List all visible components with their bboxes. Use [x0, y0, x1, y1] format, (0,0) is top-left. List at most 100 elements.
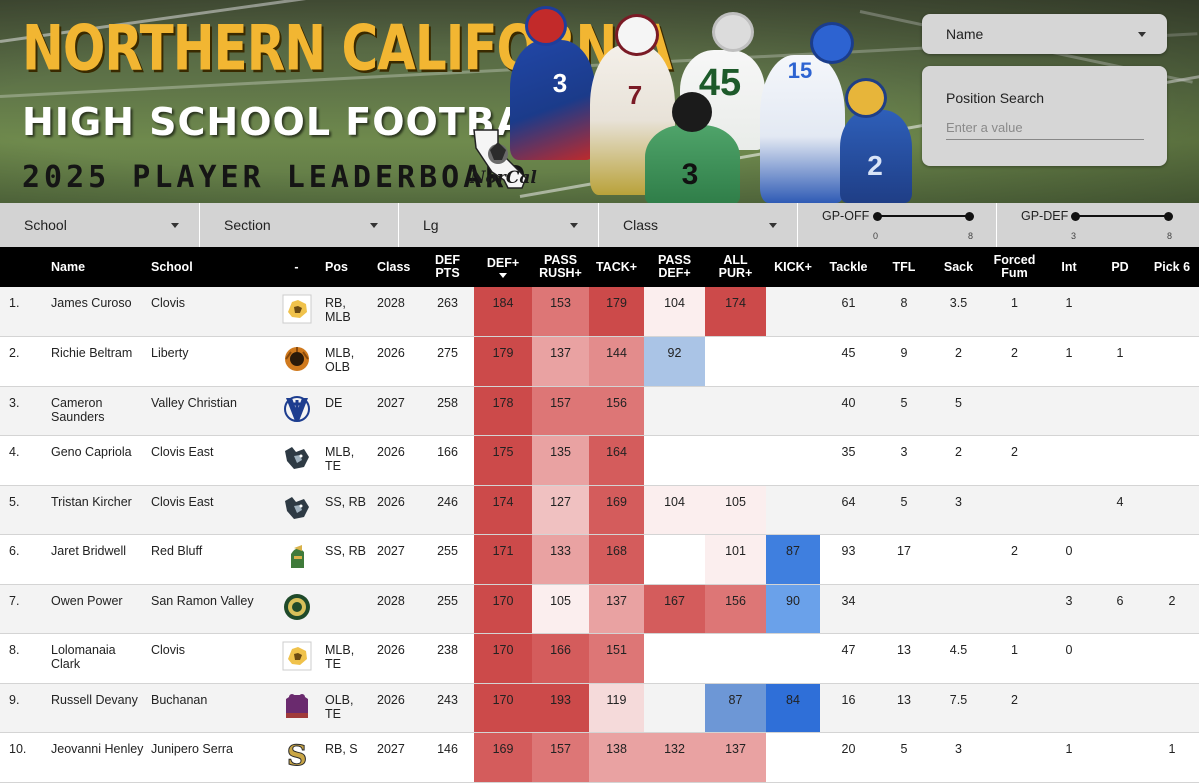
gp-off-max-handle[interactable] [964, 211, 974, 221]
school-name: Red Bluff [145, 534, 274, 585]
row-rank: 9. [0, 683, 45, 733]
header-pass-rush[interactable]: PASS RUSH+ [532, 247, 589, 287]
table-row[interactable]: 10. Jeovanni Henley Junipero Serra S RB, S 20… [0, 732, 1199, 783]
header-tackle[interactable]: Tackle [820, 247, 877, 287]
header-forced-fum[interactable]: Forced Fum [986, 247, 1043, 287]
def-plus-cell: 178 [474, 386, 532, 436]
tfl-cell: 17 [877, 534, 931, 585]
table-row[interactable]: 6. Jaret Bridwell Red Bluff SS, RB 2027 255 17… [0, 534, 1199, 585]
header-tfl[interactable]: TFL [877, 247, 931, 287]
name-dropdown[interactable]: Name [922, 14, 1167, 54]
tackle-cell: 40 [820, 386, 877, 436]
clovis-cougar-icon [282, 641, 311, 671]
tfl-cell: 13 [877, 683, 931, 733]
pass-rush-cell: 153 [532, 287, 589, 337]
forced-fum-cell: 1 [986, 633, 1043, 684]
tack-cell: 144 [589, 336, 644, 387]
header-logo[interactable]: - [274, 247, 319, 287]
pass-def-cell: 92 [644, 336, 705, 387]
header-def-pts[interactable]: DEF PTS [421, 247, 474, 287]
school-name: Liberty [145, 336, 274, 387]
header-int[interactable]: Int [1043, 247, 1095, 287]
gp-off-min-handle[interactable] [872, 211, 882, 221]
kick-cell [766, 435, 820, 486]
jersey-number: 3 [681, 158, 699, 191]
class-filter-label: Class [623, 217, 659, 233]
header-kick[interactable]: KICK+ [766, 247, 820, 287]
header-sack[interactable]: Sack [931, 247, 986, 287]
table-row[interactable]: 1. James Curoso Clovis RB, MLB 2028 263 184 153… [0, 287, 1199, 337]
gp-def-track[interactable] [1070, 211, 1173, 221]
school-filter[interactable]: School [0, 203, 200, 247]
table-row[interactable]: 2. Richie Beltram Liberty MLB, OLB 2026 275 17… [0, 336, 1199, 387]
player-helmet [712, 12, 754, 52]
pass-def-cell [644, 435, 705, 486]
banner-title-line3: 2025 PLAYER LEADERBOARD [22, 160, 530, 195]
table-row[interactable]: 5. Tristan Kircher Clovis East SS, RB 2026 24… [0, 485, 1199, 535]
school-logo [274, 336, 319, 387]
player-class: 2026 [371, 435, 421, 486]
int-cell: 3 [1043, 584, 1095, 634]
tackle-cell: 16 [820, 683, 877, 733]
header-pass-def[interactable]: PASS DEF+ [644, 247, 705, 287]
pass-rush-cell: 133 [532, 534, 589, 585]
pd-cell [1095, 683, 1145, 733]
section-filter[interactable]: Section [200, 203, 399, 247]
league-filter-label: Lg [423, 217, 439, 233]
table-row[interactable]: 8. Lolomanaia Clark Clovis MLB, TE 2026 238 17… [0, 633, 1199, 684]
red-bluff-spartan-icon [290, 545, 304, 568]
header-pos[interactable]: Pos [319, 247, 371, 287]
kick-cell [766, 287, 820, 337]
header-name[interactable]: Name [45, 247, 145, 287]
chevron-down-icon [570, 223, 578, 228]
gp-def-max-handle[interactable] [1163, 211, 1173, 221]
sack-cell: 4.5 [931, 633, 986, 684]
all-pur-cell [705, 435, 766, 486]
header-pd[interactable]: PD [1095, 247, 1145, 287]
header-all-pur[interactable]: ALL PUR+ [705, 247, 766, 287]
school-logo [274, 584, 319, 634]
pass-rush-cell: 193 [532, 683, 589, 733]
table-row[interactable]: 3. Cameron Saunders Valley Christian DE 2027… [0, 386, 1199, 436]
pass-rush-cell: 157 [532, 732, 589, 783]
header-def-plus[interactable]: DEF+ [474, 247, 532, 287]
leaderboard-table-container: Name School - Pos Class DEF PTS DEF+ PAS… [0, 247, 1199, 784]
tack-cell: 168 [589, 534, 644, 585]
kick-cell [766, 732, 820, 783]
pass-def-cell: 167 [644, 584, 705, 634]
def-pts-cell: 255 [421, 584, 474, 634]
player-helmet [615, 14, 659, 56]
row-rank: 4. [0, 435, 45, 486]
def-plus-cell: 179 [474, 336, 532, 387]
def-pts-cell: 166 [421, 435, 474, 486]
player-name: James Curoso [45, 287, 145, 337]
def-plus-cell: 169 [474, 732, 532, 783]
row-rank: 3. [0, 386, 45, 436]
sack-cell: 3 [931, 485, 986, 535]
table-row[interactable]: 7. Owen Power San Ramon Valley 2028 255 170 10… [0, 584, 1199, 634]
class-filter[interactable]: Class [599, 203, 798, 247]
league-filter[interactable]: Lg [399, 203, 599, 247]
int-cell [1043, 485, 1095, 535]
tack-cell: 137 [589, 584, 644, 634]
pick6-cell [1145, 386, 1199, 436]
player-class: 2027 [371, 732, 421, 783]
table-row[interactable]: 9. Russell Devany Buchanan OLB, TE 2026 243 17… [0, 683, 1199, 733]
pass-def-cell [644, 534, 705, 585]
table-row[interactable]: 4. Geno Capriola Clovis East MLB, TE 2026 166… [0, 435, 1199, 486]
def-plus-cell: 174 [474, 485, 532, 535]
int-cell [1043, 683, 1095, 733]
header-class[interactable]: Class [371, 247, 421, 287]
jersey-number: 3 [552, 68, 568, 98]
position-search-input[interactable] [946, 116, 1144, 140]
norcal-logo-text: NorCal [470, 168, 537, 188]
gp-def-min-handle[interactable] [1070, 211, 1080, 221]
player-position: MLB, TE [319, 633, 371, 684]
sack-cell: 3.5 [931, 287, 986, 337]
header-tack[interactable]: TACK+ [589, 247, 644, 287]
gp-off-track[interactable] [872, 211, 974, 221]
header-school[interactable]: School [145, 247, 274, 287]
tfl-cell: 8 [877, 287, 931, 337]
header-pick6[interactable]: Pick 6 [1145, 247, 1199, 287]
sack-cell [931, 584, 986, 634]
